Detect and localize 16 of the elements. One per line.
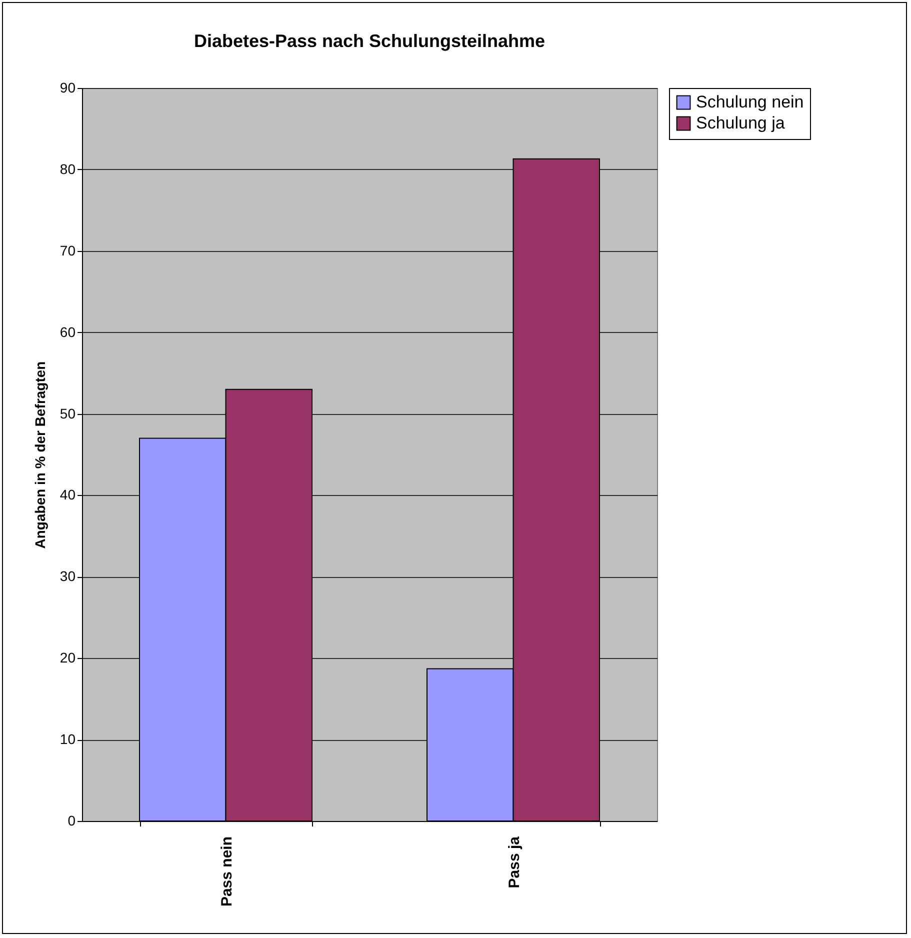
y-tick-label: 20 (60, 650, 76, 666)
y-axis-title: Angaben in % der Befragten (32, 361, 48, 549)
legend-label: Schulung ja (696, 114, 786, 132)
legend-label: Schulung nein (696, 92, 804, 112)
chart-title: Diabetes-Pass nach Schulungsteilnahme (194, 31, 546, 51)
y-tick-label: 90 (60, 80, 76, 96)
y-tick-label: 30 (60, 568, 76, 584)
y-tick-label: 40 (60, 486, 76, 503)
y-tick-label: 70 (60, 242, 76, 258)
y-tick-label: 60 (60, 324, 76, 340)
y-tick-label: 0 (68, 812, 76, 828)
y-tick-label: 80 (60, 160, 76, 177)
y-tick-label: 10 (60, 731, 76, 748)
x-tick-label: Pass nein (218, 836, 236, 907)
y-tick-label: 50 (60, 405, 76, 422)
x-tick-label: Pass ja (506, 836, 523, 888)
